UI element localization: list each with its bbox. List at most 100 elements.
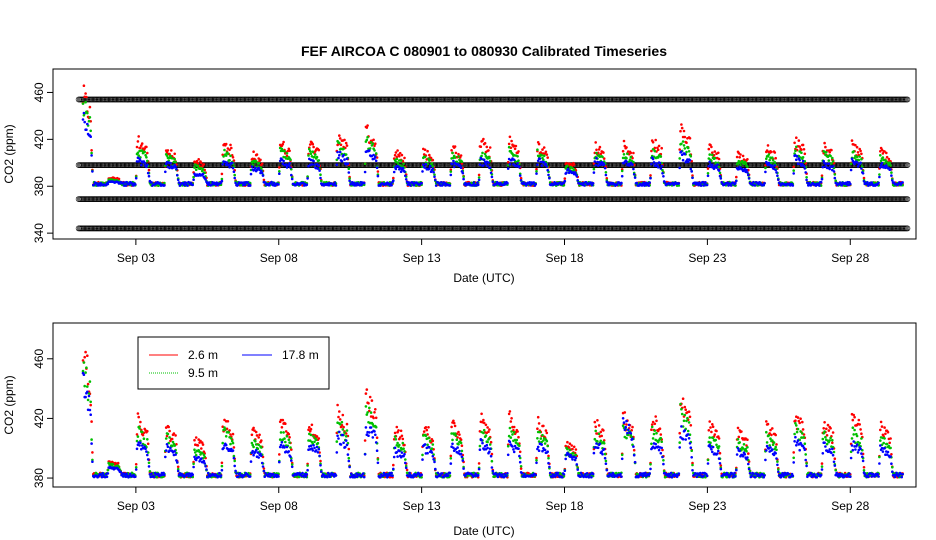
- data-point-2-6-m: [231, 156, 235, 159]
- data-point-2-6-m: [717, 151, 720, 155]
- data-point-9-5-m: [800, 151, 803, 154]
- data-point-2-6-m: [885, 151, 888, 155]
- data-point-9-5-m: [708, 153, 711, 156]
- data-point-2-6-m: [860, 152, 863, 156]
- data-point-9-5-m: [592, 167, 596, 171]
- data-point-9-5-m: [344, 153, 348, 156]
- data-point-17-8-m: [146, 163, 149, 167]
- data-point-2-6-m: [140, 142, 144, 145]
- data-point-2-6-m: [629, 151, 633, 155]
- data-point-9-5-m: [831, 160, 835, 163]
- data-point-2-6-m: [828, 151, 831, 154]
- data-point-2-6-m: [135, 145, 139, 149]
- data-point-9-5-m: [687, 150, 691, 153]
- data-point-2-6-m: [602, 157, 606, 160]
- data-point-9-5-m: [366, 135, 369, 139]
- data-point-2-6-m: [482, 137, 485, 141]
- data-point-9-5-m: [283, 149, 286, 153]
- data-point-2-6-m: [308, 143, 312, 146]
- data-point-2-6-m: [396, 149, 399, 152]
- data-point-2-6-m: [506, 160, 510, 164]
- data-point-9-5-m: [314, 153, 317, 156]
- data-point-9-5-m: [768, 158, 771, 162]
- data-point-9-5-m: [89, 129, 92, 133]
- data-point-2-6-m: [173, 152, 176, 156]
- data-point-2-6-m: [147, 168, 151, 172]
- data-point-2-6-m: [339, 143, 343, 147]
- data-point-9-5-m: [278, 170, 281, 173]
- data-point-17-8-m: [175, 167, 178, 171]
- data-point-9-5-m: [860, 157, 863, 161]
- data-point-9-5-m: [595, 151, 598, 155]
- data-point-9-5-m: [827, 159, 831, 162]
- data-point-2-6-m: [140, 144, 143, 147]
- data-point-2-6-m: [139, 146, 142, 150]
- data-point-9-5-m: [309, 152, 313, 155]
- data-point-2-6-m: [477, 173, 481, 177]
- data-point-9-5-m: [713, 156, 717, 160]
- data-point-2-6-m: [282, 140, 285, 144]
- data-point-2-6-m: [592, 162, 596, 165]
- data-point-2-6-m: [598, 145, 602, 149]
- data-point-2-6-m: [735, 155, 739, 159]
- data-point-9-5-m: [849, 162, 853, 165]
- data-point-9-5-m: [285, 152, 289, 155]
- data-point-2-6-m: [197, 158, 200, 161]
- data-point-9-5-m: [536, 148, 539, 151]
- data-point-2-6-m: [423, 148, 427, 152]
- data-point-2-6-m: [770, 150, 773, 154]
- data-point-2-6-m: [682, 129, 686, 133]
- data-point-17-8-m: [225, 161, 229, 164]
- data-point-9-5-m: [535, 170, 538, 173]
- data-point-2-6-m: [792, 165, 795, 169]
- data-point-2-6-m: [200, 161, 203, 165]
- data-point-17-8-m: [134, 176, 138, 180]
- data-point-2-6-m: [85, 95, 88, 99]
- data-point-2-6-m: [488, 146, 492, 149]
- data-point-2-6-m: [739, 153, 742, 156]
- data-point-9-5-m: [857, 158, 861, 162]
- data-point-9-5-m: [507, 145, 511, 149]
- data-point-9-5-m: [889, 164, 892, 167]
- data-point-17-8-m: [143, 161, 146, 165]
- data-point-17-8-m: [191, 183, 194, 187]
- data-point-2-6-m: [457, 152, 460, 156]
- data-point-2-6-m: [230, 146, 233, 150]
- data-point-2-6-m: [546, 156, 549, 159]
- data-point-9-5-m: [888, 161, 891, 164]
- data-point-17-8-m: [146, 171, 150, 175]
- data-point-9-5-m: [224, 154, 228, 157]
- data-point-9-5-m: [829, 154, 832, 158]
- data-point-2-6-m: [365, 126, 369, 129]
- data-point-2-6-m: [622, 139, 626, 143]
- data-point-2-6-m: [394, 151, 398, 154]
- data-point-9-5-m: [233, 173, 236, 177]
- data-point-2-6-m: [450, 149, 453, 152]
- data-point-2-6-m: [317, 148, 321, 152]
- data-point-2-6-m: [854, 143, 857, 147]
- data-point-2-6-m: [656, 148, 660, 152]
- data-point-17-8-m: [186, 184, 189, 187]
- data-point-2-6-m: [453, 145, 457, 148]
- data-point-17-8-m: [221, 163, 224, 166]
- data-point-9-5-m: [686, 146, 690, 150]
- data-point-9-5-m: [680, 142, 683, 146]
- data-point-2-6-m: [621, 149, 625, 153]
- data-point-17-8-m: [201, 172, 205, 176]
- data-point-9-5-m: [711, 153, 714, 157]
- data-point-9-5-m: [879, 159, 883, 163]
- data-point-9-5-m: [428, 158, 432, 162]
- data-point-2-6-m: [224, 142, 228, 146]
- data-point-2-6-m: [393, 153, 397, 157]
- data-point-2-6-m: [594, 141, 597, 144]
- data-point-2-6-m: [479, 145, 483, 148]
- data-point-9-5-m: [629, 155, 633, 159]
- data-point-2-6-m: [510, 139, 513, 143]
- data-point-9-5-m: [173, 157, 176, 161]
- data-point-9-5-m: [170, 157, 174, 160]
- data-point-9-5-m: [765, 157, 768, 160]
- data-point-9-5-m: [746, 165, 749, 168]
- data-point-9-5-m: [477, 176, 481, 179]
- data-point-9-5-m: [653, 149, 657, 153]
- data-point-2-6-m: [713, 150, 717, 153]
